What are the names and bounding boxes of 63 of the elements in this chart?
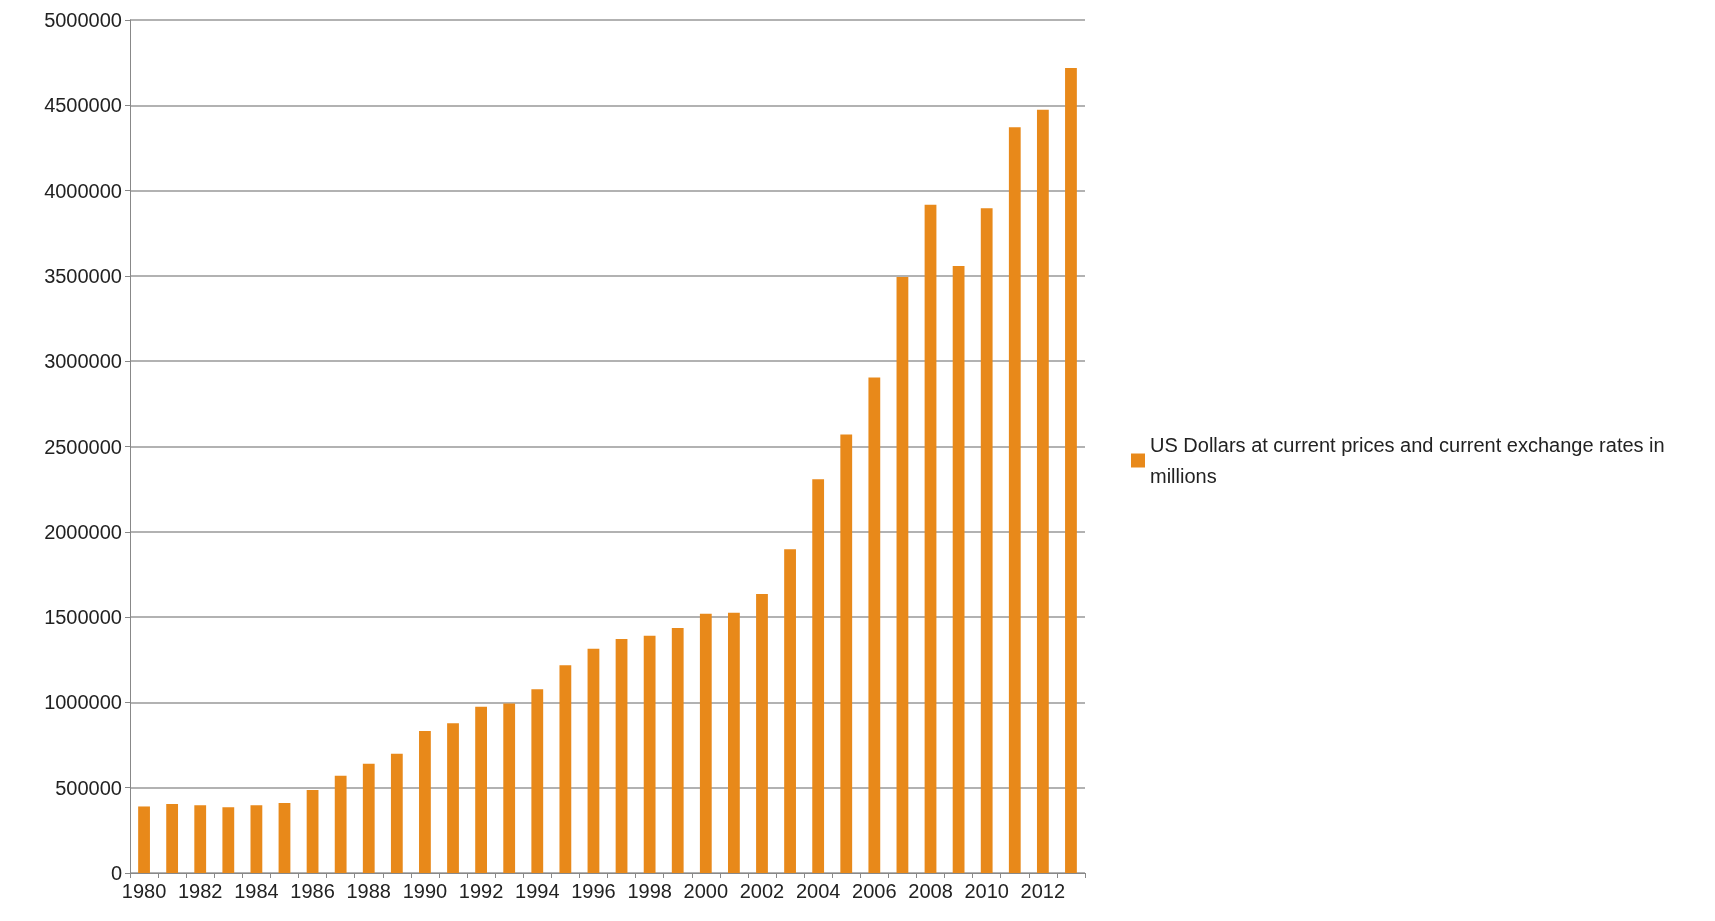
x-tick-label: 2002 xyxy=(739,880,785,902)
legend-label: US Dollars at current prices and current exchange rates in millions xyxy=(1150,434,1671,487)
bar xyxy=(447,723,459,873)
bar xyxy=(952,266,965,873)
bar xyxy=(390,753,403,873)
x-tick-label: 2008 xyxy=(908,880,953,902)
x-tick-label: 1984 xyxy=(234,880,279,902)
bar xyxy=(166,804,179,873)
bar xyxy=(756,594,768,873)
bar xyxy=(784,549,796,873)
bar xyxy=(194,805,207,873)
bar xyxy=(419,730,431,873)
bar xyxy=(615,638,628,873)
bar xyxy=(980,208,993,873)
bar xyxy=(587,648,600,873)
x-tick-label: 2006 xyxy=(852,880,897,902)
bar xyxy=(728,612,740,873)
y-tick-label: 2500000 xyxy=(44,435,122,458)
bar xyxy=(1036,109,1049,873)
x-tick-label: 1988 xyxy=(346,880,391,902)
bar xyxy=(643,635,656,873)
x-tick-label: 2004 xyxy=(795,880,841,902)
y-tick-label: 500000 xyxy=(55,776,122,799)
y-tick-label: 4000000 xyxy=(44,179,122,202)
x-tick-label: 1980 xyxy=(121,880,167,902)
x-tick-label: 1990 xyxy=(402,880,448,902)
bar xyxy=(896,276,909,873)
x-tick-label: 1992 xyxy=(458,880,504,902)
y-tick-label: 3000000 xyxy=(44,350,122,373)
bar xyxy=(868,377,881,873)
bar xyxy=(334,775,347,873)
bar xyxy=(503,703,516,873)
bar xyxy=(531,689,544,873)
x-tick-label: 1986 xyxy=(290,880,335,902)
bar xyxy=(1008,127,1021,873)
x-tick-label: 1996 xyxy=(571,880,616,902)
x-tick-label: 2012 xyxy=(1020,880,1066,902)
x-tick-label: 1998 xyxy=(627,880,672,902)
y-tick-label: 1000000 xyxy=(44,691,122,714)
y-tick-label: 0 xyxy=(110,862,122,884)
y-tick-label: 2000000 xyxy=(44,520,122,543)
y-tick-label: 4500000 xyxy=(44,94,122,117)
x-tick-label: 1994 xyxy=(515,880,560,902)
bar xyxy=(924,204,937,873)
bar xyxy=(671,628,684,873)
bar xyxy=(222,807,235,873)
bar xyxy=(559,665,572,873)
bar xyxy=(812,479,825,873)
bar xyxy=(138,806,150,873)
x-tick-label: 2010 xyxy=(964,880,1009,902)
bar xyxy=(1065,68,1077,873)
bar xyxy=(250,805,263,873)
y-tick-label: 3500000 xyxy=(44,264,122,287)
bar xyxy=(475,706,487,873)
bar xyxy=(278,803,291,873)
bar xyxy=(699,613,712,873)
bar xyxy=(306,789,319,873)
y-tick-label: 5000000 xyxy=(44,9,122,31)
x-tick-label: 1982 xyxy=(177,880,223,902)
y-tick-label: 1500000 xyxy=(44,606,122,629)
x-tick-label: 2000 xyxy=(683,880,729,902)
bar xyxy=(840,434,853,873)
bar xyxy=(362,763,375,873)
